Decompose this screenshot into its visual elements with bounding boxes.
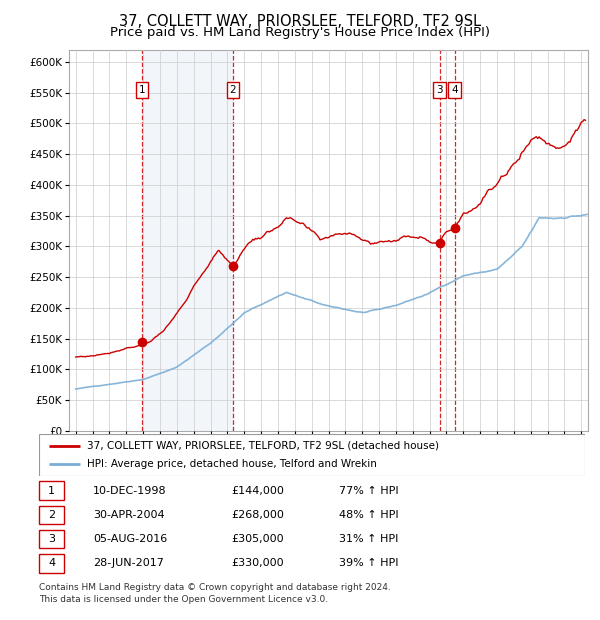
Text: 10-DEC-1998: 10-DEC-1998 bbox=[93, 485, 167, 496]
Text: 30-APR-2004: 30-APR-2004 bbox=[93, 510, 164, 520]
Text: 77% ↑ HPI: 77% ↑ HPI bbox=[339, 485, 398, 496]
Text: 31% ↑ HPI: 31% ↑ HPI bbox=[339, 534, 398, 544]
Text: 48% ↑ HPI: 48% ↑ HPI bbox=[339, 510, 398, 520]
Text: Price paid vs. HM Land Registry's House Price Index (HPI): Price paid vs. HM Land Registry's House … bbox=[110, 26, 490, 39]
Bar bbox=[142, 50, 233, 431]
Text: £268,000: £268,000 bbox=[231, 510, 284, 520]
Text: 37, COLLETT WAY, PRIORSLEE, TELFORD, TF2 9SL (detached house): 37, COLLETT WAY, PRIORSLEE, TELFORD, TF2… bbox=[87, 441, 439, 451]
Text: 28-JUN-2017: 28-JUN-2017 bbox=[93, 558, 164, 569]
Text: HPI: Average price, detached house, Telford and Wrekin: HPI: Average price, detached house, Telf… bbox=[87, 459, 377, 469]
Text: 4: 4 bbox=[48, 558, 55, 569]
Text: 2: 2 bbox=[230, 85, 236, 95]
Text: 3: 3 bbox=[436, 85, 443, 95]
Text: 4: 4 bbox=[451, 85, 458, 95]
Text: Contains HM Land Registry data © Crown copyright and database right 2024.
This d: Contains HM Land Registry data © Crown c… bbox=[39, 583, 391, 604]
Text: 1: 1 bbox=[48, 485, 55, 496]
Text: 2: 2 bbox=[48, 510, 55, 520]
Text: £305,000: £305,000 bbox=[231, 534, 284, 544]
Text: £330,000: £330,000 bbox=[231, 558, 284, 569]
Text: 3: 3 bbox=[48, 534, 55, 544]
Text: 05-AUG-2016: 05-AUG-2016 bbox=[93, 534, 167, 544]
Text: 39% ↑ HPI: 39% ↑ HPI bbox=[339, 558, 398, 569]
Text: 1: 1 bbox=[139, 85, 145, 95]
Text: £144,000: £144,000 bbox=[231, 485, 284, 496]
Text: 37, COLLETT WAY, PRIORSLEE, TELFORD, TF2 9SL: 37, COLLETT WAY, PRIORSLEE, TELFORD, TF2… bbox=[119, 14, 481, 29]
